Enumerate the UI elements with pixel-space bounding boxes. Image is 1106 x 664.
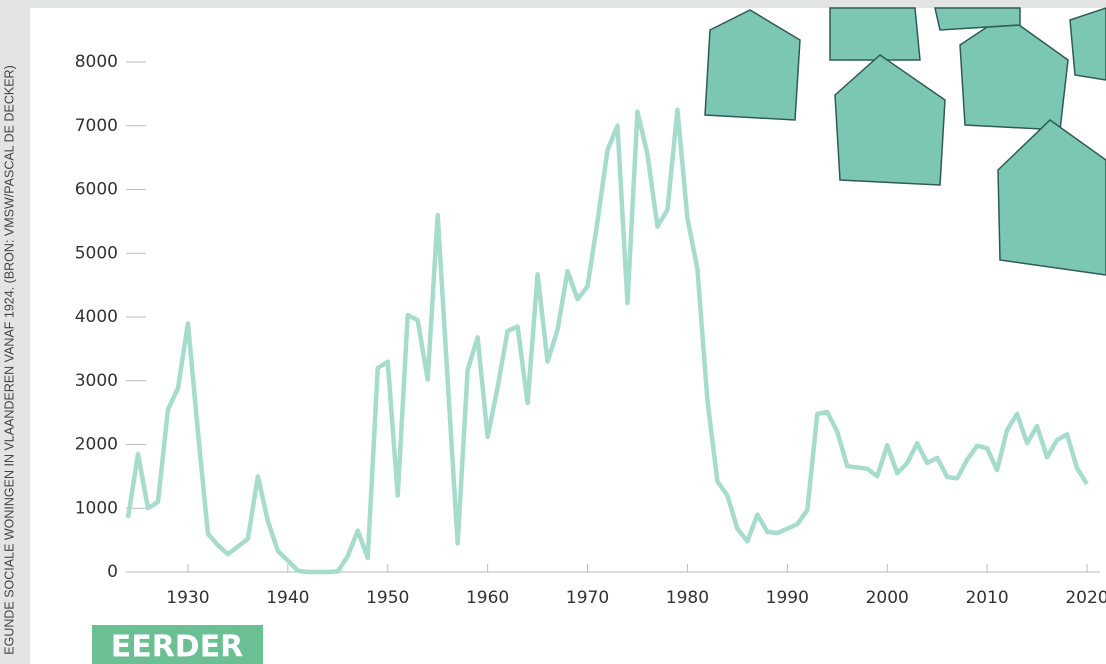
- badge: EERDER: [111, 630, 244, 664]
- x-tick-label: 1980: [666, 588, 709, 608]
- y-tick-label: 0: [107, 562, 118, 582]
- y-tick-label: 4000: [75, 307, 118, 327]
- x-tick-label: 2010: [965, 588, 1008, 608]
- x-tick-label: 1960: [466, 588, 509, 608]
- x-tick-label: 1950: [366, 588, 409, 608]
- x-tick-label: 1940: [266, 588, 309, 608]
- y-tick-label: 2000: [75, 435, 118, 455]
- x-tick-label: 2020: [1065, 588, 1106, 608]
- y-tick-label: 1000: [75, 498, 118, 518]
- chart: 0 1000 2000 3000 4000 5000 6000 7000 8000 1930 194…: [0, 0, 1106, 664]
- x-tick-label: 2000: [866, 588, 909, 608]
- page: {"chart_data": {"type": "line", "side_no…: [0, 0, 1106, 664]
- y-tick-label: 3000: [75, 371, 118, 391]
- y-tick-label: 8000: [75, 52, 118, 72]
- y-tick-label: 7000: [75, 116, 118, 136]
- x-tick-label: 1930: [166, 588, 209, 608]
- y-tick-label: 6000: [75, 180, 118, 200]
- side-note: EGUNDE SOCIALE WONINGEN IN VLAANDEREN VA…: [2, 65, 16, 654]
- x-tick-label: 1970: [566, 588, 609, 608]
- x-tick-label: 1990: [766, 588, 809, 608]
- y-tick-label: 5000: [75, 243, 118, 263]
